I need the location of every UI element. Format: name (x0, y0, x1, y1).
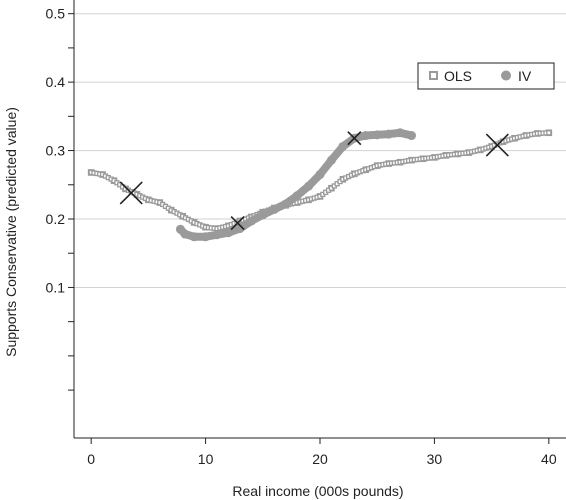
iv-point (258, 210, 268, 220)
x-tick-label: 20 (312, 451, 328, 467)
iv-point (180, 229, 190, 239)
ols-point-dense (546, 130, 552, 136)
iv-point (338, 141, 348, 151)
iv-point (269, 204, 279, 214)
iv-point (361, 131, 371, 141)
legend-box (417, 62, 555, 90)
iv-point (281, 199, 291, 209)
legend-ols-label: OLS (444, 68, 472, 84)
y-tick-label: 0.4 (46, 74, 66, 90)
iv-point (246, 216, 256, 226)
iv-point (212, 230, 222, 240)
legend-iv-marker (501, 70, 511, 81)
cross-marker (119, 181, 143, 205)
y-tick-label: 0.3 (46, 143, 66, 159)
y-ticks: 0.1 0.2 0.3 0.4 0.5 (46, 6, 74, 391)
iv-point (223, 228, 233, 238)
iv-point (235, 224, 245, 234)
x-tick-label: 40 (541, 451, 557, 467)
x-axis-title: Real income (000s pounds) (232, 483, 403, 499)
iv-point (372, 130, 382, 140)
legend-iv-label: IV (518, 68, 532, 84)
iv-point (326, 155, 336, 165)
iv-point (395, 128, 405, 138)
cross-marker (485, 133, 509, 157)
legend: OLS IV (417, 62, 555, 90)
iv-point (384, 129, 394, 139)
legend-ols-marker (429, 71, 438, 80)
y-tick-label: 0.1 (46, 279, 66, 295)
iv-point (304, 181, 314, 191)
iv-point (189, 232, 199, 242)
series-iv (175, 128, 417, 242)
y-tick-label: 0.2 (46, 211, 66, 227)
cross-markers (119, 131, 509, 231)
iv-point (407, 131, 417, 141)
iv-point (315, 170, 325, 180)
series-ols (87, 129, 553, 232)
iv-point (292, 191, 302, 201)
x-tick-label: 30 (427, 451, 443, 467)
cross-marker (347, 131, 362, 146)
x-tick-label: 10 (198, 451, 214, 467)
cross-marker (230, 216, 245, 231)
x-ticks: 0 10 20 30 40 (87, 438, 557, 467)
y-tick-label: 0.5 (46, 6, 66, 22)
y-axis-title: Supports Conservative (predicted value) (3, 107, 19, 357)
x-tick-label: 0 (87, 451, 95, 467)
iv-point (201, 232, 211, 242)
